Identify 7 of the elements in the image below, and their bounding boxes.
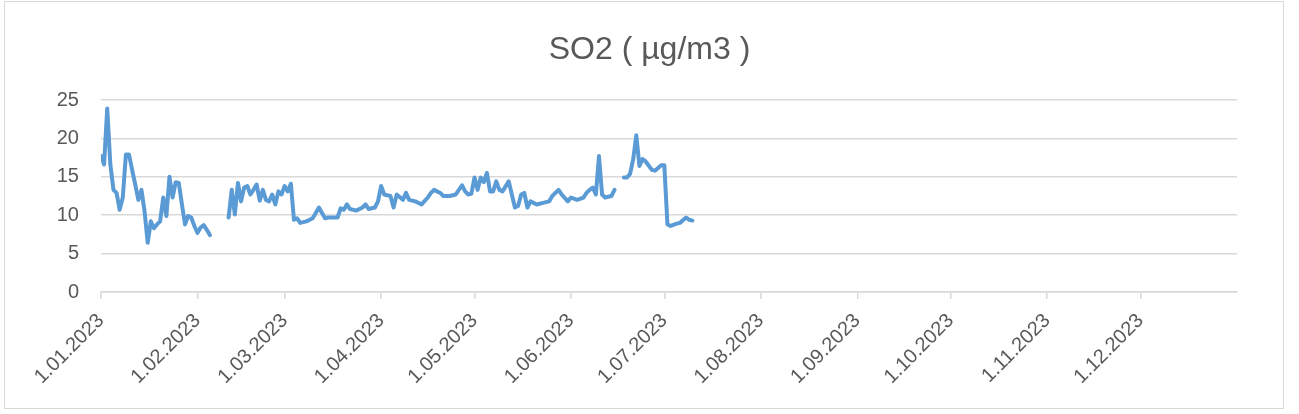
y-tick-label: 0: [67, 279, 79, 302]
chart-title: SO2 ( µg/m3 ): [547, 29, 752, 67]
y-tick-label: 15: [56, 164, 79, 187]
y-tick-label: 5: [67, 241, 79, 264]
y-tick-label: 25: [56, 87, 79, 110]
y-tick-label: 20: [56, 125, 79, 148]
y-tick-label: 10: [56, 202, 79, 225]
